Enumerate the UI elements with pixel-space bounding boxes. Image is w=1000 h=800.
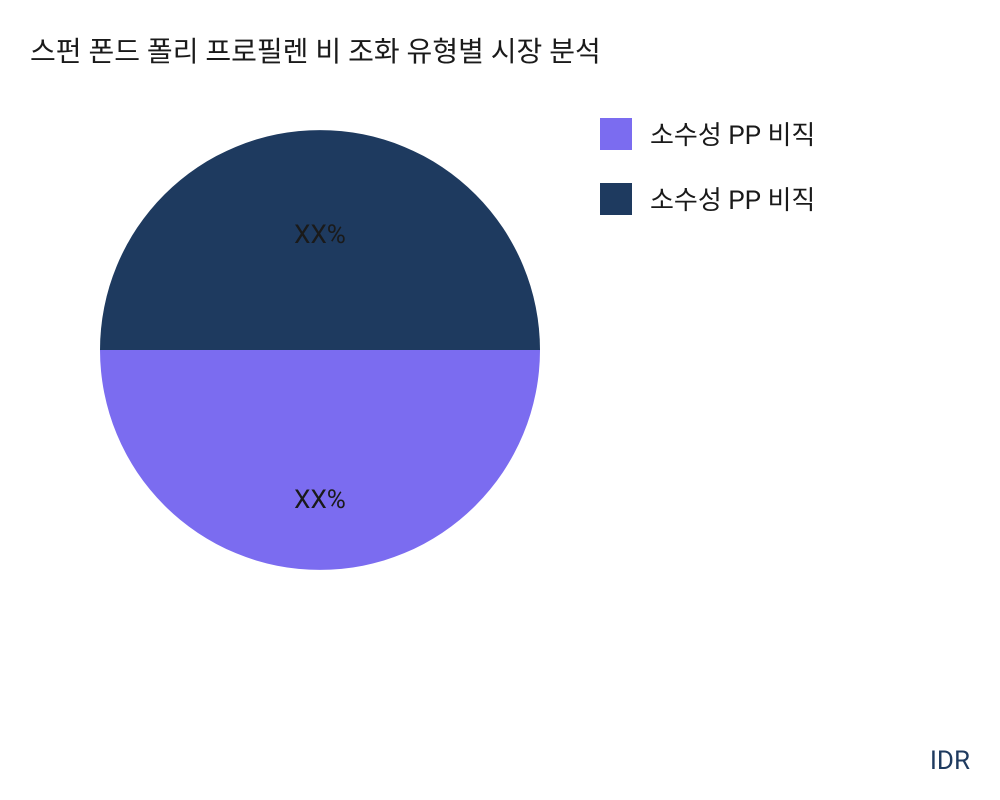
legend: 소수성 PP 비직 소수성 PP 비직 [600, 115, 815, 245]
legend-label: 소수성 PP 비직 [650, 115, 815, 152]
chart-title: 스펀 폰드 폴리 프로필렌 비 조화 유형별 시장 분석 [30, 30, 601, 70]
legend-item: 소수성 PP 비직 [600, 115, 815, 152]
pie-label-top: XX% [294, 220, 346, 250]
pie-label-bottom: XX% [294, 485, 346, 515]
pie-chart: XX% XX% [100, 130, 540, 570]
legend-item: 소수성 PP 비직 [600, 180, 815, 217]
legend-swatch [600, 183, 632, 215]
pie-slice-bottom [100, 350, 540, 570]
footer-text: IDR [930, 746, 970, 776]
legend-label: 소수성 PP 비직 [650, 180, 815, 217]
legend-swatch [600, 118, 632, 150]
